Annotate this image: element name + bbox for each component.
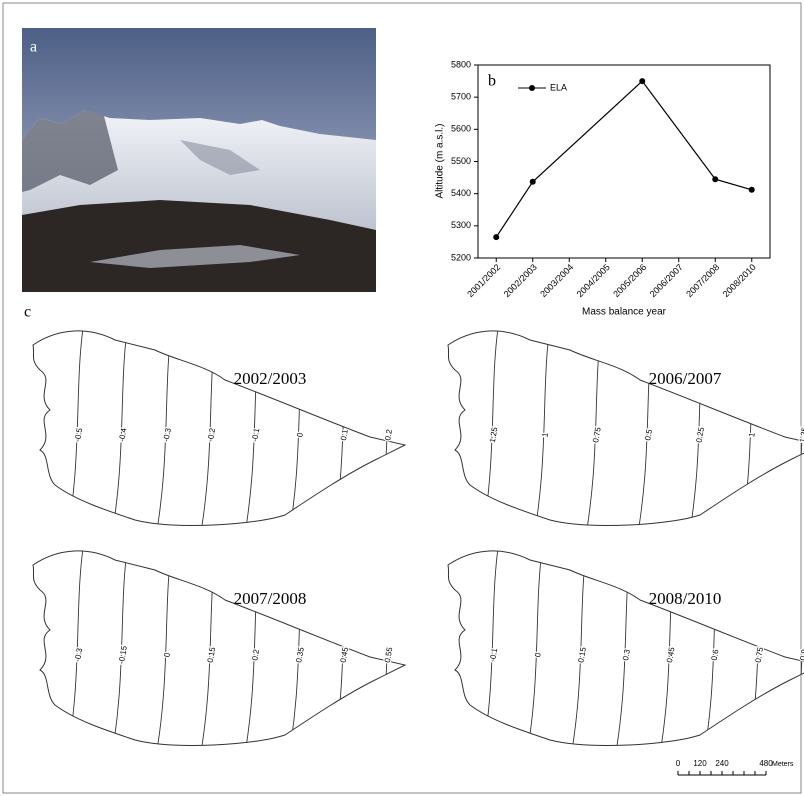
data-point — [712, 176, 718, 182]
line-chart: b Mass balance year Altitude (m a.s.l.) … — [435, 59, 770, 317]
y-axis-label: Altitude (m a.s.l.) — [435, 123, 446, 198]
y-tick-label: 5400 — [451, 188, 471, 198]
x-tick-label: 2001/2002 — [465, 262, 502, 299]
contour-label: 0.15 — [576, 646, 588, 663]
y-tick-label: 5700 — [451, 92, 471, 102]
contour-label: 0.75 — [591, 426, 603, 443]
y-tick-label: 5200 — [451, 252, 471, 262]
contour-label: 0.75 — [754, 646, 766, 663]
data-point — [493, 234, 499, 240]
x-axis-label: Mass balance year — [582, 307, 667, 318]
contour-label: 1 — [540, 431, 550, 437]
y-tick-label: 5300 — [451, 220, 471, 230]
contour-label: 0 — [533, 651, 543, 657]
map-title: 2008/2010 — [649, 589, 722, 608]
contour-label: 0.35 — [294, 646, 306, 663]
contour-label: 0.25 — [694, 426, 706, 443]
x-tick-label: 2007/2008 — [684, 262, 721, 299]
x-tick-label: 2008/2010 — [721, 262, 758, 299]
glacier-map: -0.3 -0.15 0 0.15 0.2 0.35 0.45 0.55 2007/2008 — [33, 535, 405, 775]
contour-label: -0.1 — [488, 647, 499, 663]
panel-label: c — [24, 304, 31, 321]
contour-label: -0.15 — [117, 645, 129, 665]
map-title: 2007/2008 — [234, 589, 307, 608]
data-point — [639, 78, 645, 84]
contour-label: -0.5 — [73, 427, 84, 443]
contour-label: -0.4 — [117, 427, 128, 443]
contour-label: 1 — [747, 431, 757, 437]
glacier-outline — [33, 331, 405, 526]
map-title: 2006/2007 — [649, 369, 722, 388]
contour-label: 0.5 — [643, 428, 654, 441]
contour-label: 0 — [295, 431, 305, 437]
contour-label: 0.15 — [206, 646, 218, 663]
photo: a — [22, 28, 376, 292]
contour-maps: -0.5 -0.4 -0.3 -0.2 -0.1 0 0.1 0.2 2002/2003 1.25… — [33, 315, 804, 775]
x-tick-label: 2005/2006 — [611, 262, 648, 299]
y-tick-label: 5800 — [451, 59, 471, 69]
scale-label: 120 — [693, 759, 707, 768]
glacier-map: -0.5 -0.4 -0.3 -0.2 -0.1 0 0.1 0.2 2002/2003 — [33, 315, 405, 555]
scale-label: 0 — [676, 759, 681, 768]
contour-label: -0.1 — [250, 427, 261, 443]
scale-unit: Meters — [772, 761, 794, 768]
contour-label: 1.25 — [488, 426, 500, 443]
x-tick-label: 2002/2003 — [502, 262, 539, 299]
contour-label: 0.3 — [621, 648, 632, 661]
x-tick-label: 2004/2005 — [575, 262, 612, 299]
map-title: 2002/2003 — [234, 369, 307, 388]
y-tick-label: 5600 — [451, 124, 471, 134]
data-point — [530, 179, 536, 185]
panel-label: b — [488, 73, 496, 90]
scale-label: 240 — [715, 759, 729, 768]
contour-label: 0.9 — [798, 648, 804, 661]
glacier-map: 1.25 1 0.75 0.5 0.25 1 1.25 2006/2007 — [448, 315, 804, 555]
contour-label: -0.3 — [162, 427, 173, 443]
x-tick-label: 2003/2004 — [538, 262, 575, 299]
plot-frame — [478, 65, 770, 258]
contour-label: 0.2 — [250, 648, 261, 661]
contour-label: 0.45 — [665, 646, 677, 663]
glacier-outline — [448, 551, 804, 746]
y-tick-label: 5500 — [451, 156, 471, 166]
contour-label: 0.6 — [710, 648, 721, 661]
legend-marker — [529, 85, 535, 91]
panel-label: a — [30, 39, 37, 56]
legend-label: ELA — [550, 82, 567, 92]
contour-label: -0.2 — [206, 427, 217, 443]
contour-label: 0 — [162, 651, 172, 657]
contour-label: 0.45 — [339, 646, 351, 663]
glacier-map: -0.1 0 0.15 0.3 0.45 0.6 0.75 0.9 2008/2010 — [448, 535, 804, 775]
contour-label: 0.55 — [383, 646, 395, 663]
contour-label: -0.3 — [73, 647, 84, 663]
figure: a b Mass balance year Altitude (m a.s.l.… — [0, 0, 804, 796]
contour-label: 0.1 — [339, 428, 350, 441]
contour-label: 0.2 — [383, 428, 394, 441]
data-point — [749, 187, 755, 193]
contour-label: 1.25 — [798, 426, 804, 443]
x-tick-label: 2006/2007 — [648, 262, 685, 299]
